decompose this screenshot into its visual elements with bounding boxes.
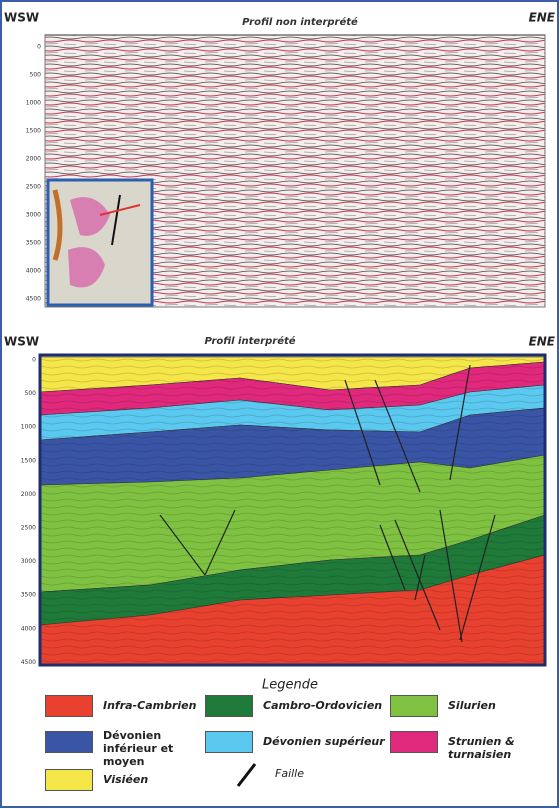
panel-title: Profil interprété xyxy=(204,335,295,347)
legend-swatch xyxy=(45,731,93,753)
depth-label: 3500 xyxy=(21,592,36,599)
wsw-label: WSW xyxy=(4,335,39,349)
panel-title: Profil non interprété xyxy=(242,16,358,28)
depth-label: 500 xyxy=(25,390,37,397)
depth-label: 1500 xyxy=(21,457,36,464)
legend-label: Infra-Cambrien xyxy=(103,699,196,712)
legend-label: Strunien & turnaisien xyxy=(448,735,560,761)
texture xyxy=(40,355,545,665)
depth-label: 2500 xyxy=(21,525,36,532)
depth-label: 0 xyxy=(37,44,41,51)
fault-label: Faille xyxy=(275,767,304,780)
figure: WSW ENE Profil non interprété WSW ENE Pr… xyxy=(0,0,560,809)
ene-label: ENE xyxy=(529,11,556,25)
depth-label: 3000 xyxy=(26,212,41,219)
depth-label: 4000 xyxy=(21,625,36,632)
depth-label: 2000 xyxy=(26,156,41,163)
depth-label: 4500 xyxy=(26,296,41,303)
depth-label: 2000 xyxy=(21,491,36,498)
depth-label: 500 xyxy=(30,72,42,79)
depth-label: 1500 xyxy=(26,128,41,135)
legend-label: Visiéen xyxy=(103,773,148,786)
fault-symbol xyxy=(238,764,255,786)
depth-label: 2500 xyxy=(26,184,41,191)
legend-swatch xyxy=(390,695,438,717)
legend-title: Legende xyxy=(262,678,318,693)
legend-label: Cambro-Ordovicien xyxy=(263,699,382,712)
legend-swatch xyxy=(45,769,93,791)
ene-label: ENE xyxy=(529,335,556,349)
legend-label: Dévonien supérieur xyxy=(263,735,385,748)
depth-label: 3500 xyxy=(26,240,41,247)
legend-swatch xyxy=(45,695,93,717)
legend-swatch xyxy=(390,731,438,753)
legend-label: Silurien xyxy=(448,699,496,712)
location-map xyxy=(48,180,152,305)
diagram: WSW ENE Profil non interprété WSW ENE Pr… xyxy=(0,0,560,809)
legend-swatch xyxy=(205,731,253,753)
depth-label: 4000 xyxy=(26,268,41,275)
depth-label: 4500 xyxy=(21,659,36,666)
legend-swatch xyxy=(205,695,253,717)
depth-label: 1000 xyxy=(26,100,41,107)
legend-label: Dévonien inférieur et moyen xyxy=(103,729,213,768)
depth-label: 0 xyxy=(32,357,36,364)
wsw-label: WSW xyxy=(4,11,39,25)
depth-label: 3000 xyxy=(21,558,36,565)
depth-label: 1000 xyxy=(21,424,36,431)
